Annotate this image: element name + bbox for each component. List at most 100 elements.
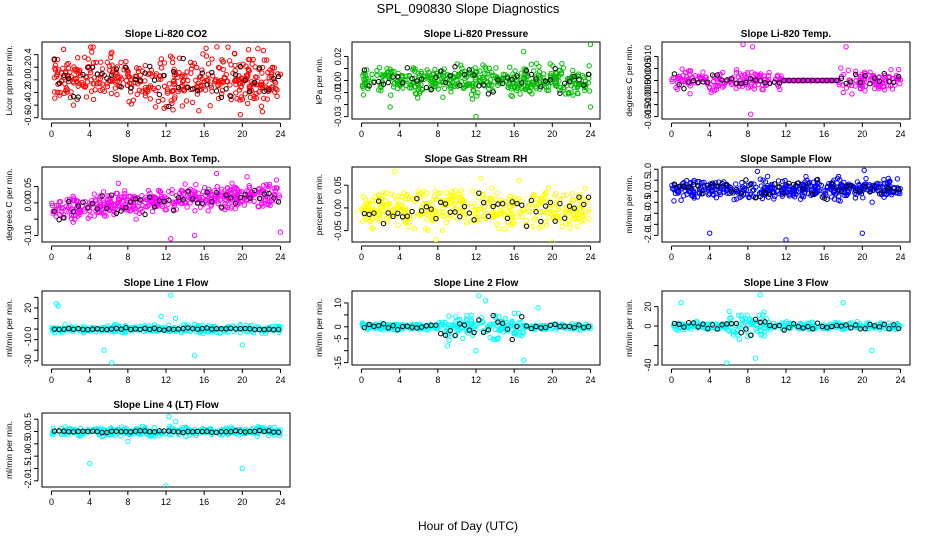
data-point (134, 81, 141, 87)
overlay-point (75, 203, 81, 209)
data-point (419, 87, 426, 93)
outlier-point (869, 347, 875, 354)
overlay-point (170, 207, 177, 214)
data-point (168, 98, 174, 104)
data-point (884, 324, 891, 330)
overlay-point (151, 204, 158, 210)
data-point (424, 211, 430, 217)
outlier-point (203, 45, 209, 52)
data-point (139, 209, 145, 215)
data-point (57, 89, 63, 96)
data-point (483, 66, 489, 72)
data-point (451, 74, 458, 81)
data-point (193, 181, 199, 188)
data-point (167, 53, 174, 59)
overlay-point (566, 78, 573, 84)
overlay-point (733, 186, 740, 193)
data-point (543, 222, 550, 228)
data-point (54, 56, 61, 63)
y-tick-label: -0.5 (643, 195, 653, 211)
data-point (510, 221, 516, 227)
data-point (99, 66, 106, 72)
panel-title: Slope Line 3 Flow (744, 278, 829, 289)
data-point (359, 218, 366, 225)
overlay-point (66, 325, 72, 332)
data-point (705, 323, 711, 330)
data-point (183, 425, 190, 432)
data-point (487, 198, 493, 204)
overlay-point (495, 319, 501, 325)
x-tick-label: 16 (199, 129, 209, 139)
overlay-point (895, 186, 902, 192)
data-point (402, 208, 409, 214)
y-tick-label: 0.0 (23, 425, 33, 438)
overlay-point (104, 429, 110, 436)
data-point (723, 187, 730, 194)
data-point (126, 99, 132, 105)
data-point (67, 94, 74, 101)
data-point (779, 322, 785, 328)
data-point (87, 69, 94, 76)
x-tick-label: 12 (161, 129, 171, 139)
outlier-point (476, 293, 482, 299)
outlier-point (473, 113, 479, 119)
overlay-point (61, 215, 67, 221)
overlay-point (161, 327, 167, 333)
data-point (209, 73, 216, 79)
data-point (169, 190, 175, 197)
overlay-point (891, 188, 897, 195)
overlay-point (767, 191, 773, 198)
outlier-point (478, 175, 484, 182)
data-point (81, 208, 88, 215)
overlay-point (404, 213, 411, 219)
data-point (173, 206, 179, 213)
data-point (155, 187, 162, 194)
y-tick-label: 0.02 (333, 48, 343, 66)
overlay-point (442, 79, 449, 86)
overlay-point (438, 68, 444, 74)
overlay-point (228, 429, 234, 435)
data-point (180, 77, 187, 84)
overlay-point (743, 177, 749, 183)
overlay-point (857, 79, 864, 86)
overlay-point (724, 182, 730, 189)
x-tick-label: 24 (275, 497, 285, 507)
outlier-point (168, 236, 174, 242)
overlay-point (376, 322, 382, 329)
data-point (161, 60, 168, 66)
data-point (815, 185, 821, 191)
data-point (276, 323, 283, 330)
x-tick-label: 8 (745, 375, 750, 385)
data-point (860, 195, 866, 201)
overlay-point (681, 324, 687, 330)
data-point (551, 209, 557, 216)
overlay-point (504, 75, 511, 81)
data-point (679, 77, 685, 84)
data-point (217, 329, 224, 336)
overlay-point (461, 203, 468, 210)
overlay-point (151, 77, 158, 83)
data-point (399, 203, 405, 209)
overlay-point (85, 204, 91, 211)
data-point (523, 76, 529, 82)
outlier-point (191, 232, 198, 239)
overlay-point (500, 80, 506, 87)
data-point (396, 193, 402, 199)
overlay-point (223, 192, 229, 198)
data-point (394, 85, 401, 92)
data-point (202, 87, 209, 93)
data-point (121, 193, 128, 200)
data-point (675, 75, 681, 81)
overlay-point (452, 332, 458, 339)
overlay-point (418, 76, 425, 82)
overlay-point (557, 90, 563, 96)
data-point (77, 433, 83, 439)
overlay-point (218, 204, 225, 210)
overlay-point (872, 323, 878, 329)
overlay-point (848, 325, 854, 331)
data-point (838, 65, 844, 71)
data-point (62, 81, 68, 87)
data-point (182, 181, 188, 187)
data-point (49, 325, 55, 331)
y-axis-label: ml/min per min. (4, 299, 14, 357)
